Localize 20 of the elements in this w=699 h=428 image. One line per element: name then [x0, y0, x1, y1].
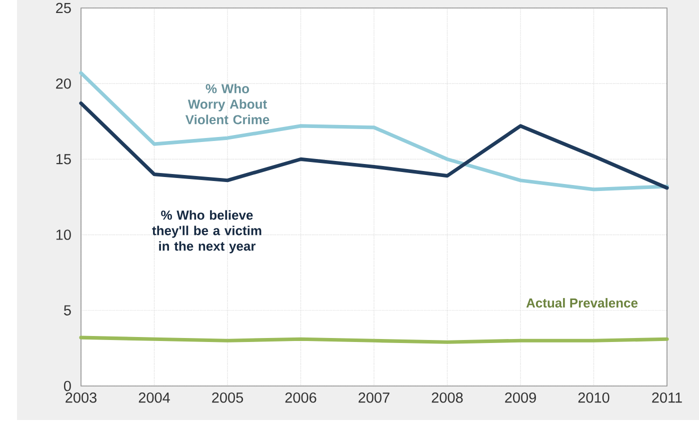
y-tick-label: 25: [56, 2, 71, 14]
text: % Who believe they'll be a victim in the next year: [152, 210, 262, 254]
line-series: [79, 71, 669, 192]
y-tick-label: 15: [56, 154, 71, 164]
x-tick-label: 2004: [138, 392, 170, 403]
y-tick-label: 5: [64, 305, 71, 316]
x-tick-label: 2003: [66, 392, 96, 403]
x-tick-label: 2008: [432, 392, 463, 403]
x-tick-label: 2011: [652, 392, 682, 403]
x-tick-label: 2006: [285, 392, 316, 403]
series-label: % Who Worry About Violent Crime: [185, 84, 270, 124]
x-tick-label: 2009: [505, 392, 536, 403]
text: Actual Prevalence: [526, 298, 638, 308]
line-series: [79, 101, 669, 190]
x-tick-label: 2007: [358, 392, 390, 403]
x-tick-label: 2005: [212, 392, 244, 403]
y-tick-label: 0: [64, 380, 71, 392]
y-tick-label: 20: [56, 78, 71, 89]
y-tick-label: 10: [56, 230, 71, 240]
x-tick-label: 2010: [578, 392, 610, 403]
